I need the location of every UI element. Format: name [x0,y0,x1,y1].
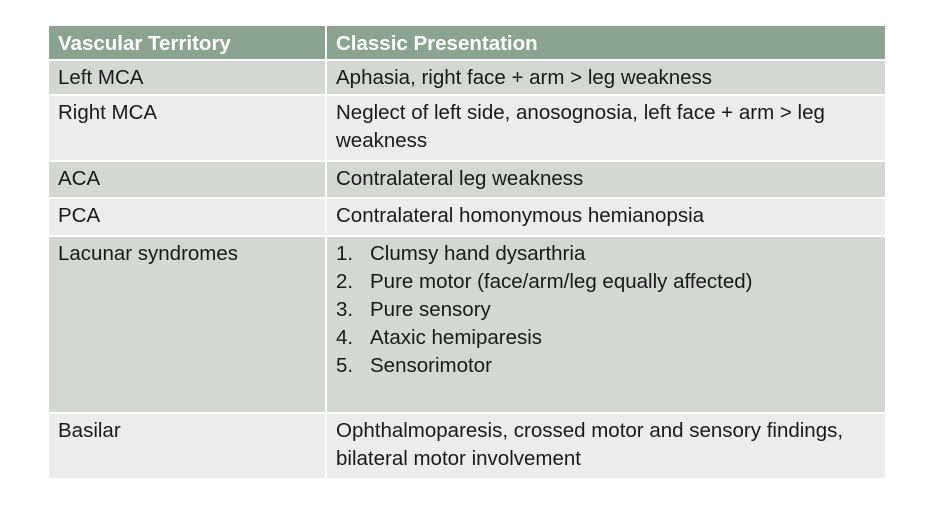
list-number: 1. [336,242,354,265]
presentation-cell: Ophthalmoparesis, crossed motor and sens… [325,412,887,480]
header-row: Vascular Territory Classic Presentation [47,24,887,61]
list-text: Clumsy hand dysarthria [370,242,586,265]
territory-cell: Basilar [47,412,327,480]
presentation-cell: Neglect of left side, anosognosia, left … [325,94,887,162]
territory-cell: Lacunar syndromes [47,235,327,414]
list-number: 4. [336,326,354,349]
presentation-cell: Contralateral homonymous hemianopsia [325,197,887,237]
list-text: Pure sensory [370,298,491,321]
table-row: Left MCA Aphasia, right face + arm > leg… [47,59,887,96]
list-item: 4. Ataxic hemiparesis [336,324,876,352]
header-vascular-territory: Vascular Territory [47,24,327,61]
presentation-cell: Contralateral leg weakness [325,160,887,199]
territory-cell: PCA [47,197,327,237]
list-text: Sensorimotor [370,354,492,377]
presentation-cell: Aphasia, right face + arm > leg weakness [325,59,887,96]
territory-cell: Left MCA [47,59,327,96]
table-row: Right MCA Neglect of left side, anosogno… [47,94,887,162]
territory-cell: Right MCA [47,94,327,162]
list-number: 5. [336,354,354,377]
list-number: 3. [336,298,354,321]
list-text: Pure motor (face/arm/leg equally affecte… [370,270,753,293]
table-row: Lacunar syndromes 1. Clumsy hand dysarthr… [47,235,887,414]
list-item: 5. Sensorimotor [336,352,876,380]
table-row: ACA Contralateral leg weakness [47,160,887,199]
table-row: Basilar Ophthalmoparesis, crossed motor … [47,412,887,480]
list-number: 2. [336,270,354,293]
table-row: PCA Contralateral homonymous hemianopsia [47,197,887,237]
stroke-syndromes-table: Vascular Territory Classic Presentation … [47,24,887,480]
lacunar-syndromes-list: 1. Clumsy hand dysarthria 2. Pure motor (f… [336,240,876,380]
territory-cell: ACA [47,160,327,199]
list-text: Ataxic hemiparesis [370,326,543,349]
list-item: 1. Clumsy hand dysarthria [336,240,876,268]
list-item: 2. Pure motor (face/arm/leg equally affec… [336,268,876,296]
header-classic-presentation: Classic Presentation [325,24,887,61]
list-item: 3. Pure sensory [336,296,876,324]
presentation-cell: 1. Clumsy hand dysarthria 2. Pure motor (f… [325,235,887,414]
